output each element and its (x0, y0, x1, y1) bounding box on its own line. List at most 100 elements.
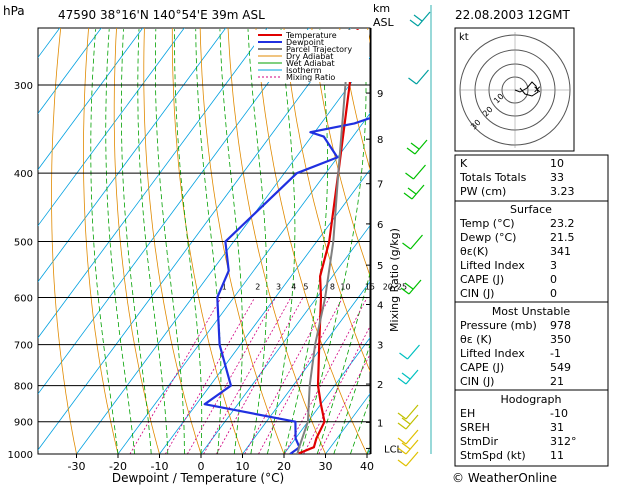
km-tick-label: 1 (377, 418, 383, 429)
x-tick-label: 30 (319, 460, 333, 473)
wind-barb-flag (401, 442, 411, 450)
asl-unit: ASL (373, 16, 395, 29)
wind-barb-staff (413, 164, 426, 180)
wind-barb (397, 451, 419, 467)
wind-barb-flag (407, 187, 417, 195)
wind-barb-staff (411, 184, 425, 200)
pw-value: 3.23 (550, 185, 575, 198)
wind-barb-staff (405, 369, 419, 385)
km-tick-label: 5 (377, 261, 383, 272)
wind-barb-staff (417, 11, 431, 27)
most-unstable-title: Most Unstable (492, 305, 571, 318)
pressure-unit: hPa (3, 4, 25, 18)
wind-barb (397, 369, 419, 385)
mixing-ratio-line (284, 297, 368, 454)
mixing-ratio-line (318, 353, 370, 454)
mixing-ratio-label: 1 (222, 282, 227, 291)
table-row-value: -1 (550, 347, 561, 360)
km-unit: km (373, 2, 390, 15)
wind-barb-flag (397, 459, 407, 467)
km-tick-label: LCL (384, 444, 403, 455)
table-row-label: SREH (460, 421, 490, 434)
table-row-label: Pressure (mb) (460, 319, 537, 332)
dry-adiabat-line (619, 0, 629, 454)
pressure-tick-label: 400 (14, 169, 33, 180)
wind-barb (406, 139, 428, 155)
mixing-ratio-label: 4 (291, 282, 296, 291)
isotherm-line (159, 168, 370, 454)
wind-barb (409, 11, 431, 27)
table-row-value: 23.2 (550, 217, 575, 230)
wind-barb-flag (406, 147, 416, 155)
wind-barb-flag (397, 437, 407, 445)
km-tick-label: 4 (377, 301, 383, 312)
table-row-value: 350 (550, 333, 571, 346)
wind-barb-flag (400, 287, 410, 295)
table-row-label: CIN (J) (460, 375, 494, 388)
wind-barb-staff (407, 344, 420, 360)
wet-adiabat-line (90, 29, 119, 454)
mixing-ratio-label: 20 (383, 282, 393, 291)
wind-barb-flag (399, 352, 408, 360)
isotherm-line (242, 281, 370, 454)
wet-adiabat-line (247, 29, 268, 454)
pressure-tick-label: 800 (14, 382, 33, 393)
wet-adiabat-line (267, 29, 296, 454)
wind-barb-flag (409, 19, 419, 27)
legend-label: Mixing Ratio (286, 73, 335, 82)
isotherm-line (38, 28, 185, 227)
legend-label: Wet Adiabat (286, 59, 335, 68)
mixing-ratio-label: 25 (397, 282, 407, 291)
wind-barb (397, 429, 419, 445)
wet-adiabat-line (105, 29, 135, 454)
table-row-value: 312° (550, 435, 577, 448)
table-row-label: CIN (J) (460, 287, 494, 300)
x-tick-label: -10 (151, 460, 169, 473)
wind-barb (399, 344, 420, 360)
wind-barb (397, 414, 419, 430)
mixing-ratio-label: 2 (255, 282, 260, 291)
table-row-value: 21 (550, 375, 564, 388)
x-tick-label: -20 (109, 460, 127, 473)
x-axis-label: Dewpoint / Temperature (°C) (112, 471, 284, 485)
wind-barb-flag (397, 447, 407, 455)
km-tick-label: 9 (377, 89, 383, 100)
table-row-label: Dewp (°C) (460, 231, 516, 244)
wet-adiabat-line (154, 29, 185, 454)
wind-barb-staff (405, 414, 419, 430)
table-row-value: 0 (550, 287, 557, 300)
wind-barb-flag (397, 377, 407, 385)
mixing-ratio-label: 5 (303, 282, 308, 291)
isotherm-line (38, 28, 61, 59)
wind-barb (400, 279, 422, 295)
km-tick-label: 6 (377, 220, 383, 231)
pressure-tick-label: 500 (14, 238, 33, 249)
sounding-lines (203, 28, 370, 454)
table-row-value: 978 (550, 319, 571, 332)
mixing-ratio-line (244, 297, 330, 454)
x-tick-label: 10 (236, 460, 250, 473)
wind-barb (405, 164, 426, 180)
storm-motion-icon: ✕ (533, 85, 541, 96)
wet-adiabat-line (219, 29, 243, 454)
table-row-label: StmDir (460, 435, 499, 448)
legend-label: Dry Adiabat (286, 52, 333, 61)
hodograph-trace (514, 81, 539, 97)
mixing-ratio-line (303, 325, 370, 454)
pressure-tick-label: 700 (14, 341, 33, 352)
wet-adiabat-line (174, 29, 203, 454)
km-tick-label: 7 (377, 180, 383, 191)
wind-barb-flag (408, 77, 417, 85)
wind-barb-staff (405, 451, 419, 467)
legend-label: Parcel Trajectory (286, 45, 352, 54)
tt-label: Totals Totals (459, 171, 527, 184)
indices-table: K 10 Totals Totals 33 PW (cm) 3.23 Surfa… (454, 154, 609, 467)
wind-barb-flag (397, 412, 407, 420)
legend-label: Temperature (285, 31, 337, 40)
km-tick-label: 2 (377, 380, 383, 391)
table-row-value: 11 (550, 449, 564, 462)
x-tick-label: 20 (277, 460, 291, 473)
x-tick-label: 0 (198, 460, 205, 473)
wet-adiabat-line (300, 29, 367, 454)
station-info: 47590 38°16'N 140°54'E 39m ASL (58, 8, 265, 22)
